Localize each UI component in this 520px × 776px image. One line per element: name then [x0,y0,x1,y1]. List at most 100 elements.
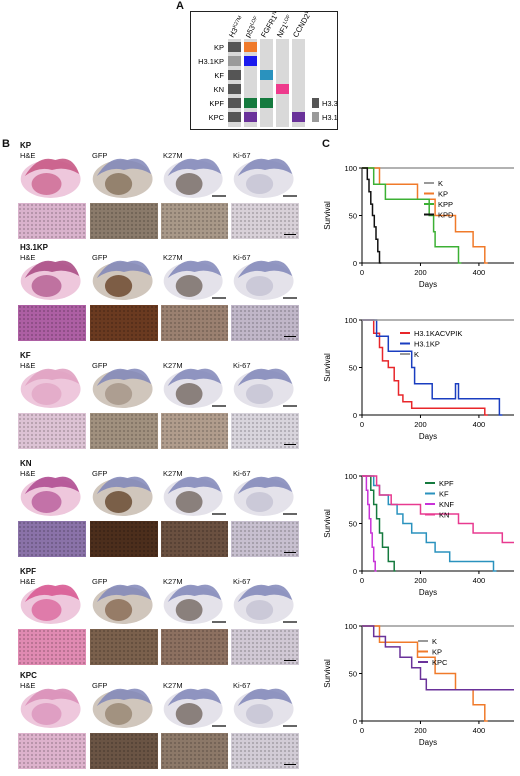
group-label: KN [20,459,32,468]
micrograph-image [18,305,86,341]
series-line-kn [362,475,514,544]
legend-label: KP [438,190,448,199]
y-tick-label: 50 [349,670,357,679]
x-tick-label: 400 [473,420,486,429]
genotype-matrix: H3K27Mp53LOFFGFR1N457KNF1LOFCCND2WTKPH3.… [198,11,338,127]
stain-label: GFP [92,469,108,478]
brain-section-image [20,260,81,300]
stain-label: Ki-67 [233,151,251,160]
brain-section-image [92,688,153,728]
x-axis-label: Days [419,588,437,597]
y-tick-label: 50 [349,212,357,221]
matrix-column-bg [292,39,305,127]
legend-label: KPC [432,658,448,667]
stain-label: K27M [163,681,183,690]
brain-section-image [92,158,153,198]
stain-label: GFP [92,681,108,690]
y-tick-label: 100 [344,622,357,631]
micrograph-image [161,413,228,449]
matrix-row-label: KF [214,71,224,80]
x-tick-label: 200 [414,576,427,585]
micrograph-image [18,629,86,665]
x-tick-label: 0 [360,726,364,735]
matrix-column-header: H3K27M [227,15,246,39]
stain-label: H&E [20,469,36,478]
legend-label: KPD [438,211,454,220]
legend-label: H3.1 [322,113,338,122]
brain-section-image [92,476,153,516]
x-axis-label: Days [419,432,437,441]
series-line-kpf [362,475,396,572]
y-tick-label: 0 [353,411,357,420]
scale-bar [284,443,296,445]
brain-section-image [163,584,226,624]
stain-label: GFP [92,253,108,262]
y-axis-label: Survival [323,509,332,538]
matrix-row-label: KN [214,85,224,94]
y-tick-label: 100 [344,316,357,325]
legend-label: KNF [439,500,454,509]
y-axis-label: Survival [323,659,332,688]
micrograph-image [231,521,299,557]
scale-bar [284,335,296,337]
brain-section-image [233,368,297,408]
y-tick-label: 0 [353,567,357,576]
matrix-cell [292,112,305,122]
group-label: KP [20,141,32,150]
y-axis-label: Survival [323,353,332,382]
matrix-column-bg [260,39,273,127]
matrix-cell [244,112,257,122]
stain-label: H&E [20,361,36,370]
brain-section-image [92,584,153,624]
x-tick-label: 200 [414,268,427,277]
brain-section-image [233,584,297,624]
micrograph-image [161,203,228,239]
stain-label: Ki-67 [233,361,251,370]
legend-label: KPF [439,479,454,488]
stain-label: Ki-67 [233,469,251,478]
group-label: H3.1KP [20,243,49,252]
micrograph-image [161,629,228,665]
scale-bar [284,233,296,235]
scale-bar [284,763,296,765]
stain-label: GFP [92,361,108,370]
stain-label: K27M [163,253,183,262]
micrograph-image [90,203,158,239]
series-line-kf [362,475,497,572]
y-tick-label: 0 [353,259,357,268]
matrix-cell [228,56,241,66]
micrograph-image [90,733,158,769]
y-axis-label: Survival [323,201,332,230]
brain-section-image [163,260,226,300]
micrograph-image [161,305,228,341]
matrix-cell [228,98,241,108]
stain-label: K27M [163,577,183,586]
matrix-column-header: CCND2WT [291,11,316,39]
brain-section-image [20,688,81,728]
stain-label: H&E [20,681,36,690]
micrograph-image [18,521,86,557]
micrograph-image [90,521,158,557]
scale-bar [284,659,296,661]
micrograph-image [18,413,86,449]
panel-a-frame [190,11,338,130]
matrix-cell [260,98,273,108]
stain-label: GFP [92,151,108,160]
series-line-kpc [362,625,514,691]
brain-section-image [163,158,226,198]
brain-section-image [92,368,153,408]
brain-section-image [20,584,81,624]
matrix-cell [228,42,241,52]
x-tick-label: 400 [473,268,486,277]
micrograph-image [90,305,158,341]
x-axis-label: Days [419,738,437,747]
legend-label: KF [439,490,449,499]
matrix-cell [228,70,241,80]
stain-label: Ki-67 [233,253,251,262]
matrix-row-label: KPC [209,113,225,122]
series-line-h3-1kp [362,319,503,416]
matrix-row-label: KP [214,43,224,52]
legend-swatch [312,112,319,122]
micrograph-image [231,733,299,769]
